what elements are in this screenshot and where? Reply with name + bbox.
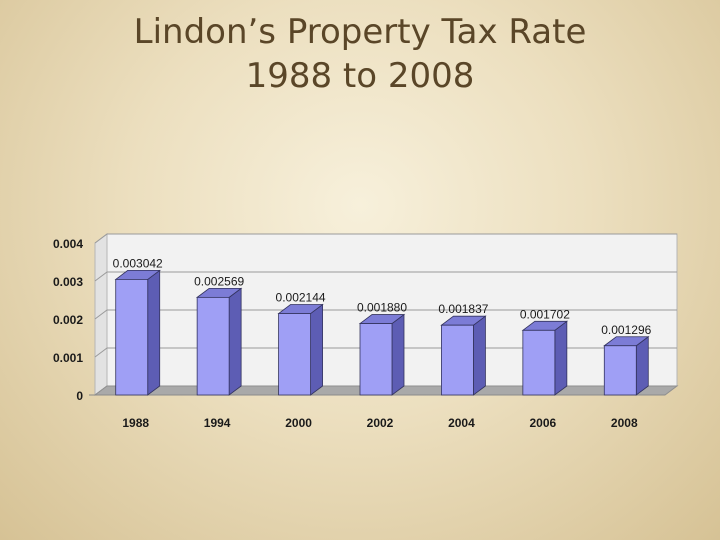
gridline xyxy=(94,347,677,358)
bar-side xyxy=(228,287,242,396)
bar-front xyxy=(278,313,311,396)
bar-side xyxy=(310,303,323,396)
data-label: 0.002569 xyxy=(194,274,244,288)
data-label: 0.003042 xyxy=(113,256,163,270)
title-line-2: 1988 to 2008 xyxy=(245,56,475,96)
data-label: 0.001702 xyxy=(520,307,570,321)
x-tick-label: 1994 xyxy=(204,416,231,430)
bar-side xyxy=(391,313,405,396)
y-tick-label: 0.002 xyxy=(53,313,83,327)
bar-front xyxy=(196,296,230,396)
bar-2006 xyxy=(521,320,569,396)
x-tick-label: 1988 xyxy=(122,416,149,430)
bar-2002 xyxy=(358,313,406,396)
bar-2004 xyxy=(440,315,487,396)
y-tick-label: 0.004 xyxy=(53,237,83,251)
data-label: 0.001296 xyxy=(601,323,651,337)
y-tick-label: 0.003 xyxy=(53,275,83,289)
x-tick-label: 2000 xyxy=(285,416,312,430)
bar-front xyxy=(522,329,556,396)
x-tick-label: 2006 xyxy=(530,416,557,430)
data-label: 0.001880 xyxy=(357,301,407,315)
bar-front xyxy=(441,324,474,396)
bar-1994 xyxy=(195,287,243,396)
bar-side xyxy=(635,335,649,396)
bar-side xyxy=(554,320,568,396)
bar-front xyxy=(115,279,149,396)
y-tick-label: 0.001 xyxy=(53,351,83,365)
slide-title: Lindon’s Property Tax Rate 1988 to 2008 xyxy=(0,10,720,98)
bar-side xyxy=(147,269,161,396)
gridline xyxy=(94,233,677,244)
data-label: 0.002144 xyxy=(276,291,326,305)
x-tick-label: 2008 xyxy=(611,416,638,430)
x-tick-label: 2002 xyxy=(367,416,394,430)
x-tick-label: 2004 xyxy=(448,416,475,430)
data-label: 0.001837 xyxy=(438,302,488,316)
bar-2000 xyxy=(277,303,324,396)
bar-side xyxy=(473,315,486,396)
bar-front xyxy=(603,345,637,396)
y-tick-label: 0 xyxy=(76,389,83,403)
bar-1988 xyxy=(114,269,161,396)
gridline xyxy=(94,309,677,320)
bar-2008 xyxy=(603,335,650,396)
title-line-1: Lindon’s Property Tax Rate xyxy=(133,12,587,52)
bar-front xyxy=(359,323,393,396)
gridline xyxy=(94,271,677,282)
